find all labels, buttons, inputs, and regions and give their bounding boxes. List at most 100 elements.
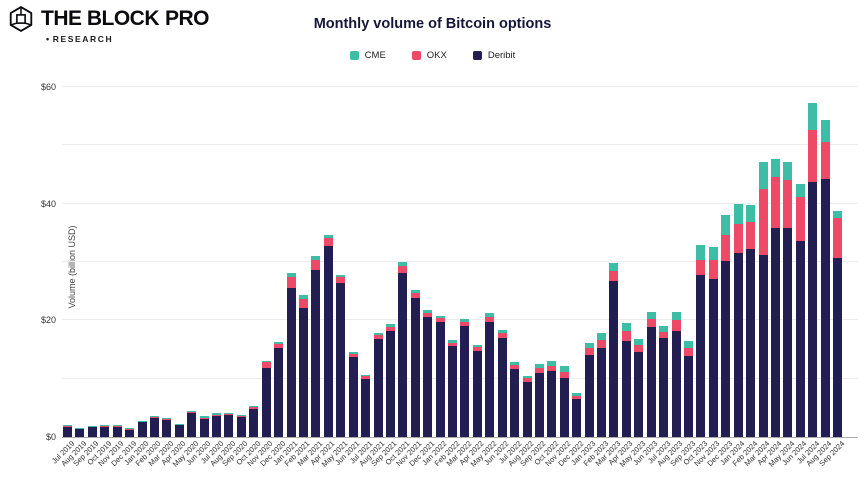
bar-segment-cme <box>423 309 433 313</box>
bar-apr-2024 <box>770 158 780 437</box>
bar-segment-okx <box>274 343 284 349</box>
bar-segment-okx <box>634 344 644 352</box>
bar-segment-cme <box>733 203 743 224</box>
bar-segment-okx <box>162 418 172 420</box>
bar-segment-deribit <box>770 227 780 437</box>
bar-segment-cme <box>472 344 482 348</box>
bar-segment-deribit <box>336 283 346 437</box>
bar-segment-okx <box>609 271 619 282</box>
bar-segment-okx <box>783 180 793 229</box>
bar-sep-2022 <box>534 364 544 437</box>
bar-oct-2020 <box>249 406 259 437</box>
bar-segment-deribit <box>274 348 284 437</box>
bar-jul-2024 <box>808 103 818 437</box>
bar-segment-cme <box>224 412 234 414</box>
y-axis-title: Volume (billion USD) <box>67 225 77 309</box>
bar-segment-okx <box>646 319 656 327</box>
bar-segment-okx <box>770 177 780 228</box>
bar-segment-deribit <box>137 421 147 437</box>
bar-segment-okx <box>385 326 395 332</box>
bar-jul-2020 <box>212 413 222 437</box>
gridline-40 <box>62 202 858 204</box>
legend-swatch-okx <box>411 51 421 60</box>
bar-mar-2021 <box>311 256 321 437</box>
bar-segment-deribit <box>795 241 805 437</box>
bar-segment-deribit <box>497 337 507 437</box>
bar-segment-okx <box>398 266 408 273</box>
bar-nov-2022 <box>559 366 569 437</box>
bar-segment-deribit <box>249 409 259 437</box>
plot-area: Volume (billion USD) $0 $20 $40 $60 Jul 2019… <box>41 82 858 469</box>
bar-jul-2019 <box>63 425 72 437</box>
bar-segment-deribit <box>410 298 420 437</box>
bar-segment-deribit <box>721 261 731 437</box>
bar-segment-deribit <box>286 288 296 437</box>
bar-segment-deribit <box>100 425 110 437</box>
bar-segment-deribit <box>174 424 184 437</box>
bar-segment-deribit <box>534 372 544 437</box>
bar-segment-cme <box>497 330 507 334</box>
bar-segment-deribit <box>63 425 72 437</box>
bar-segment-cme <box>820 120 830 142</box>
bar-segment-cme <box>361 375 371 377</box>
bar-feb-2022 <box>448 340 458 437</box>
logo-the-block: THE BLOCK <box>41 7 160 30</box>
x-axis-line <box>62 437 858 438</box>
chart-title: Monthly volume of Bitcoin options <box>313 16 552 32</box>
bar-segment-cme <box>746 204 756 222</box>
legend-label-cme: CME <box>364 50 386 61</box>
bar-segment-cme <box>460 318 470 322</box>
bar-segment-cme <box>348 351 358 354</box>
bar-segment-okx <box>572 395 582 399</box>
bar-apr-2020 <box>174 423 184 437</box>
bar-segment-deribit <box>746 249 756 437</box>
bar-jul-2023 <box>659 325 669 437</box>
bar-may-2020 <box>187 410 197 437</box>
bar-segment-cme <box>212 413 222 415</box>
bar-segment-okx <box>286 276 296 289</box>
bar-segment-deribit <box>783 228 793 437</box>
bar-nov-2020 <box>261 361 271 437</box>
bar-segment-deribit <box>162 419 172 437</box>
legend-item-cme: CME <box>349 50 386 61</box>
the-block-logo: THE BLOCK PRO • RESEARCH <box>8 6 210 44</box>
bar-segment-okx <box>621 331 631 342</box>
y-tick-40: $40 <box>40 198 56 209</box>
bar-aug-2021 <box>373 333 383 437</box>
bar-nov-2023 <box>708 246 718 437</box>
bar-segment-deribit <box>75 428 85 437</box>
bar-mar-2022 <box>460 318 470 437</box>
bar-segment-okx <box>448 342 458 346</box>
bar-segment-cme <box>708 246 718 261</box>
bar-segment-cme <box>696 245 706 261</box>
bar-apr-2021 <box>323 234 333 437</box>
bar-segment-okx <box>820 141 830 179</box>
bar-segment-deribit <box>684 355 693 437</box>
bar-jan-2021 <box>286 272 296 437</box>
bar-sep-2024 <box>833 211 843 437</box>
bar-feb-2024 <box>746 204 756 437</box>
bar-segment-okx <box>311 260 321 271</box>
bar-segment-cme <box>547 361 557 366</box>
bar-segment-cme <box>485 313 495 317</box>
bar-segment-cme <box>559 366 569 372</box>
bar-sep-2021 <box>385 324 395 437</box>
bar-aug-2022 <box>522 375 532 437</box>
bar-segment-cme <box>609 263 619 272</box>
bar-segment-deribit <box>621 341 631 437</box>
bar-segment-cme <box>597 333 607 340</box>
bar-segment-deribit <box>522 381 532 437</box>
bar-segment-cme <box>398 262 408 267</box>
bar-segment-cme <box>646 311 656 320</box>
bar-segment-cme <box>684 340 693 349</box>
bar-may-2021 <box>336 274 346 437</box>
bar-oct-2022 <box>547 361 557 437</box>
bar-dec-2021 <box>423 309 433 437</box>
bar-segment-okx <box>298 298 308 309</box>
bar-segment-cme <box>671 312 681 320</box>
bar-segment-deribit <box>348 356 358 437</box>
bar-segment-cme <box>385 324 395 327</box>
bar-segment-cme <box>311 256 321 261</box>
bar-segment-deribit <box>236 417 246 437</box>
